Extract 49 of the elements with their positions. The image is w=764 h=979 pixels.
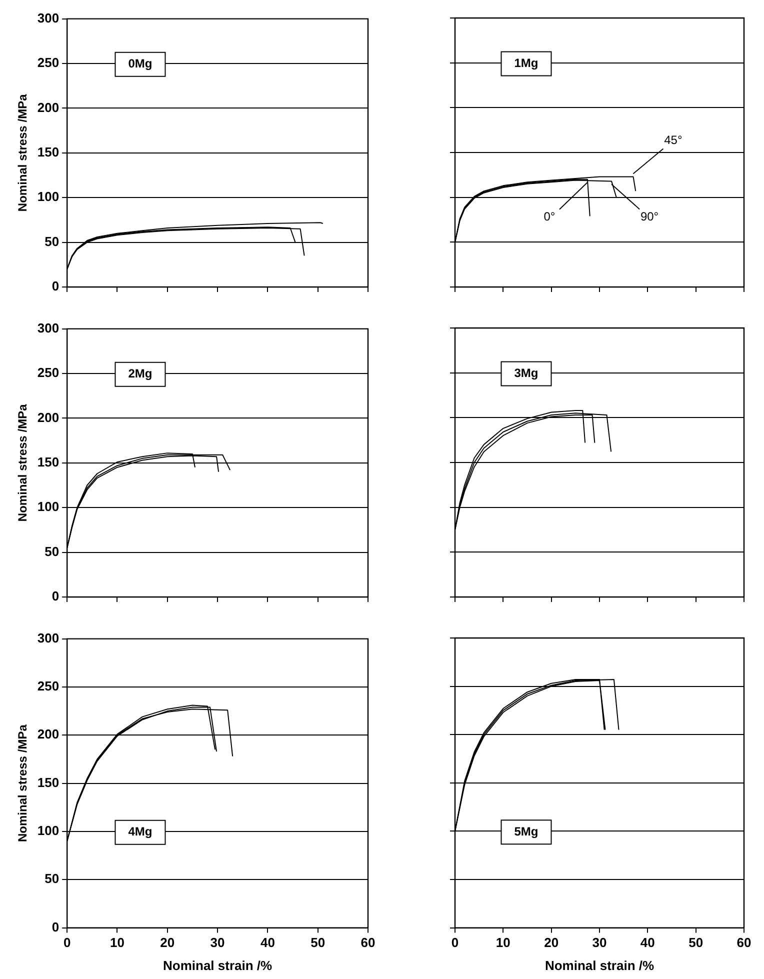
annotation: 4Mg [128, 824, 152, 839]
y-tick-label: 150 [37, 774, 60, 790]
y-tick-label: 0 [52, 278, 60, 294]
y-tick-label: 250 [37, 365, 60, 380]
y-tick-label: 100 [37, 499, 60, 514]
y-tick-label: 200 [37, 100, 60, 115]
x-tick-label: 50 [688, 935, 704, 950]
annotation: 1Mg [514, 56, 538, 70]
y-axis-title: Nominal stress /MPa [16, 404, 30, 522]
x-tick-label: 50 [310, 935, 326, 950]
x-axis-title: Nominal strain /% [544, 958, 654, 973]
x-tick-label: 10 [110, 935, 124, 950]
x-tick-label: 40 [260, 935, 275, 950]
y-tick-label: 200 [37, 726, 60, 742]
annotation: 3Mg [514, 366, 538, 380]
annotation: 2Mg [128, 366, 152, 381]
y-tick-label: 300 [37, 10, 60, 26]
annotation: 0Mg [128, 56, 152, 71]
text: 45° [664, 133, 682, 148]
x-tick-label: 0 [451, 935, 459, 950]
y-tick-label: 300 [37, 630, 60, 646]
text: 0° [544, 210, 556, 224]
y-tick-label: 250 [37, 55, 60, 70]
y-tick-label: 150 [37, 454, 60, 470]
x-tick-label: 10 [496, 935, 510, 950]
x-tick-label: 60 [360, 935, 376, 950]
x-tick-label: 30 [592, 935, 607, 950]
x-tick-label: 30 [210, 935, 225, 950]
y-tick-label: 0 [52, 919, 60, 934]
x-tick-label: 60 [736, 935, 752, 950]
text: 90° [640, 210, 659, 224]
y-axis-title: Nominal stress /MPa [16, 724, 30, 842]
x-tick-label: 0 [63, 935, 71, 950]
y-tick-label: 50 [44, 544, 60, 559]
y-tick-label: 50 [44, 234, 60, 249]
x-tick-label: 20 [160, 935, 175, 950]
y-tick-label: 300 [37, 320, 60, 336]
annotation: 5Mg [514, 824, 538, 838]
y-tick-label: 250 [37, 678, 60, 694]
x-axis-title: Nominal strain /% [163, 958, 273, 973]
x-tick-label: 40 [640, 935, 655, 950]
y-tick-label: 200 [37, 410, 60, 425]
y-tick-label: 100 [37, 823, 60, 838]
x-tick-label: 20 [544, 935, 559, 950]
y-tick-label: 50 [44, 871, 60, 886]
y-axis-title: Nominal stress /MPa [16, 94, 30, 212]
y-tick-label: 150 [37, 144, 60, 160]
y-tick-label: 100 [37, 189, 60, 204]
y-tick-label: 0 [52, 588, 60, 604]
